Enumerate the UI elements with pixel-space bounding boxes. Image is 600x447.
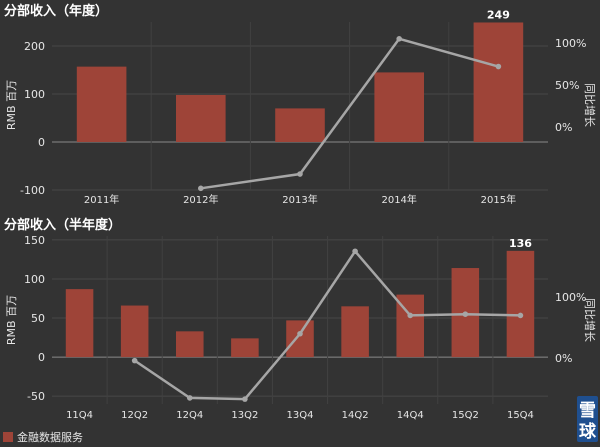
growth-point <box>198 185 204 192</box>
chart-title: 分部收入（半年度） <box>4 217 121 233</box>
x-tick-label: 2011年 <box>84 193 119 206</box>
x-tick-label: 11Q4 <box>66 410 93 421</box>
data-labels: 249 <box>487 8 510 21</box>
growth-point <box>242 396 248 402</box>
data-labels: 136 <box>509 237 532 250</box>
growth-line <box>133 249 521 401</box>
y-tick-label: -50 <box>27 390 45 403</box>
bar <box>231 338 259 358</box>
y2-tick-label: 0% <box>555 121 572 134</box>
watermark-char-1: 雪 <box>579 401 596 421</box>
line-series <box>131 248 524 402</box>
y-tick-label: 150 <box>24 234 45 247</box>
bar <box>176 331 204 358</box>
y2-tick-label: 50% <box>555 79 579 92</box>
growth-point <box>407 312 414 319</box>
bar <box>176 94 226 142</box>
bar <box>65 289 94 358</box>
y2-axis-ticks: 0% 50% 100% <box>555 37 586 134</box>
gridlines <box>52 22 548 191</box>
x-tick-label: 14Q4 <box>397 410 424 421</box>
y-tick-label: 0 <box>38 136 45 149</box>
legend-swatch <box>3 432 13 442</box>
watermark-logo: 雪 球 <box>577 396 598 442</box>
annual-chart: 分部收入（年度） -100 0 100 200 0% 50% 100% 2011年 2012… <box>4 3 597 206</box>
line-series <box>198 36 502 192</box>
growth-point <box>131 357 138 364</box>
half-year-chart: 分部收入（半年度） -50 0 50 100 150 0% 100% 11Q4 12Q2 12… <box>4 217 597 421</box>
x-tick-label: 2012年 <box>183 193 218 206</box>
growth-point <box>396 36 403 42</box>
growth-point <box>186 395 193 401</box>
x-tick-label: 14Q2 <box>342 410 369 421</box>
y2-axis-title: 同比增长 <box>583 298 597 342</box>
bar <box>341 306 369 358</box>
growth-point <box>495 63 502 70</box>
bar <box>275 108 325 142</box>
y2-axis-title: 同比增长 <box>583 83 597 127</box>
y-axis-title: RMB 百万 <box>5 80 18 130</box>
y-tick-label: 0 <box>38 351 45 364</box>
bar <box>506 250 535 358</box>
y-axis-title: RMB 百万 <box>5 295 18 345</box>
growth-point <box>297 330 303 337</box>
x-tick-label: 15Q4 <box>507 410 534 421</box>
y2-tick-label: 100% <box>555 37 586 50</box>
bar <box>473 22 524 143</box>
x-tick-label: 12Q4 <box>176 410 203 421</box>
x-tick-label: 15Q2 <box>452 410 479 421</box>
legend-label: 金融数据服务 <box>17 430 83 444</box>
x-axis-ticks: 2011年 2012年 2013年 2014年 2015年 <box>84 193 516 206</box>
growth-line <box>200 37 499 190</box>
bar-data-label: 136 <box>509 237 532 250</box>
growth-point <box>297 171 303 177</box>
x-tick-label: 2015年 <box>481 193 516 206</box>
y-tick-label: 100 <box>24 273 45 286</box>
y-axis-ticks: -50 0 50 100 150 <box>24 234 45 403</box>
growth-point <box>517 312 524 319</box>
x-tick-label: 13Q2 <box>231 410 258 421</box>
x-tick-label: 13Q4 <box>287 410 314 421</box>
y-tick-label: -100 <box>20 184 45 197</box>
bar <box>374 72 424 142</box>
bar <box>120 305 149 358</box>
growth-point <box>462 311 469 317</box>
y2-axis-ticks: 0% 100% <box>555 291 586 365</box>
bar <box>286 320 314 358</box>
growth-point <box>352 248 358 255</box>
y-axis-ticks: -100 0 100 200 <box>20 40 45 197</box>
watermark-char-2: 球 <box>579 422 597 442</box>
bar-series <box>76 22 524 143</box>
bar <box>76 66 127 142</box>
x-axis-ticks: 11Q4 12Q2 12Q4 13Q2 13Q4 14Q2 14Q4 15Q2 15Q4 <box>66 410 534 421</box>
x-tick-label: 2014年 <box>381 193 416 206</box>
chart-title: 分部收入（年度） <box>4 3 108 19</box>
y2-tick-label: 0% <box>555 352 572 365</box>
bar-data-label: 249 <box>487 8 510 21</box>
y2-tick-label: 100% <box>555 291 586 304</box>
x-tick-label: 2013年 <box>282 193 317 206</box>
y-tick-label: 100 <box>24 88 45 101</box>
y-tick-label: 200 <box>24 40 45 53</box>
bar-series <box>65 250 535 358</box>
legend: 金融数据服务 <box>3 430 83 444</box>
x-tick-label: 12Q2 <box>121 410 148 421</box>
y-tick-label: 50 <box>31 312 45 325</box>
